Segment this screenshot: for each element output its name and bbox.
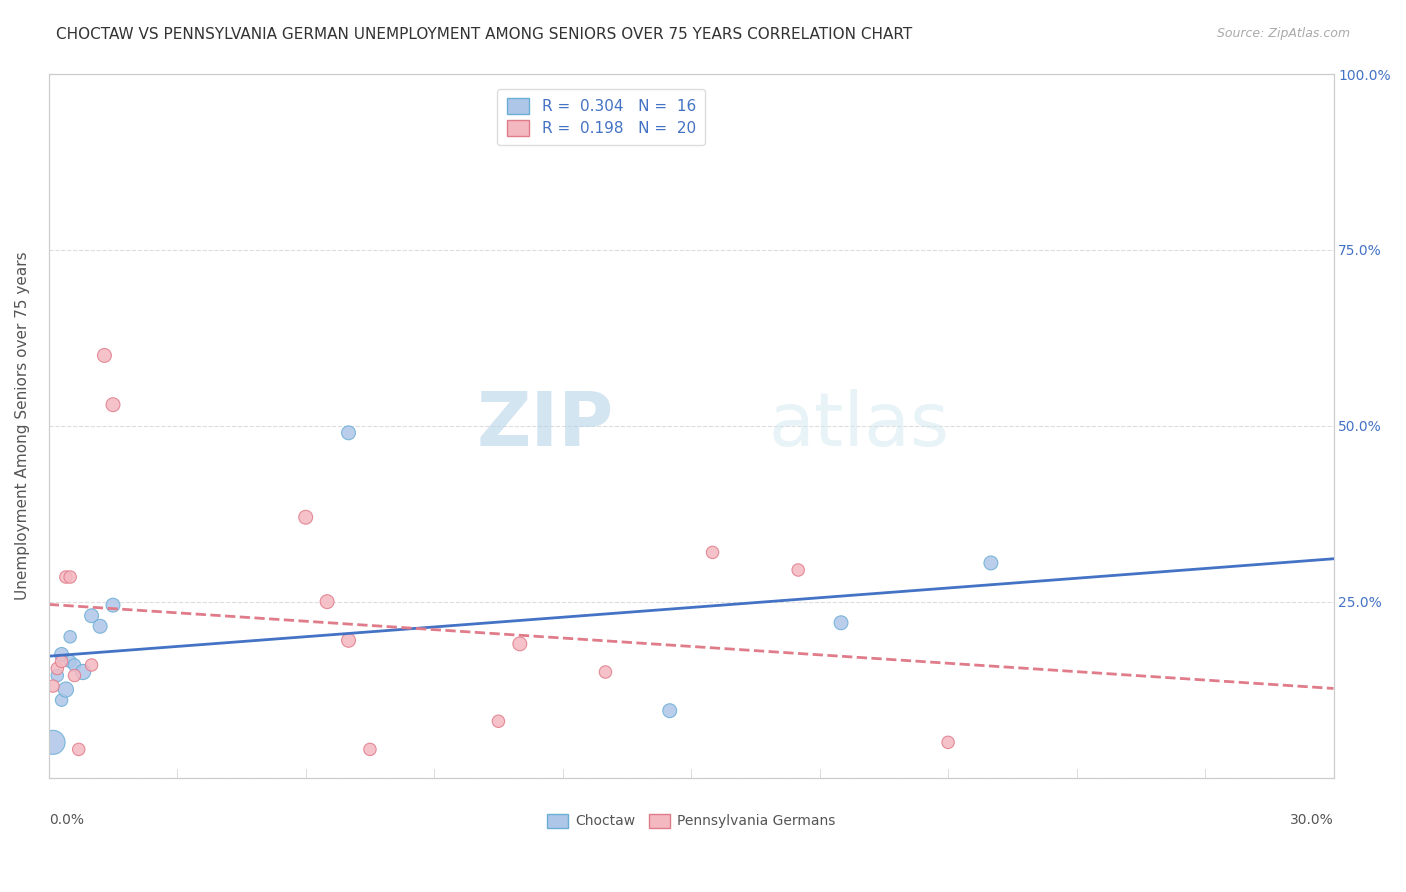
Text: Source: ZipAtlas.com: Source: ZipAtlas.com [1216,27,1350,40]
Point [59,570,82,584]
Point [55,570,77,584]
Text: ZIP: ZIP [477,389,614,462]
Text: 0.0%: 0.0% [49,813,84,827]
Point [55,682,77,697]
Point [67,742,90,756]
Point [72,665,94,679]
Point [51,693,73,707]
Point [830,615,852,630]
Point [359,742,381,756]
Point [936,735,959,749]
Point [702,545,724,559]
Point [42,679,65,693]
Point [59,655,82,669]
Point [89,619,111,633]
Text: 30.0%: 30.0% [1289,813,1333,827]
Point [51,648,73,662]
Point [787,563,810,577]
Point [63,668,86,682]
Text: CHOCTAW VS PENNSYLVANIA GERMAN UNEMPLOYMENT AMONG SENIORS OVER 75 YEARS CORRELAT: CHOCTAW VS PENNSYLVANIA GERMAN UNEMPLOYM… [56,27,912,42]
Point [42,735,65,749]
Point [101,598,124,612]
Point [80,608,103,623]
Point [980,556,1002,570]
Point [337,633,360,648]
Point [509,637,531,651]
Point [51,655,73,669]
Y-axis label: Unemployment Among Seniors over 75 years: Unemployment Among Seniors over 75 years [15,252,30,600]
Point [337,425,360,440]
Point [80,657,103,672]
Point [658,704,681,718]
Point [46,668,69,682]
Point [101,398,124,412]
Legend: Choctaw, Pennsylvania Germans: Choctaw, Pennsylvania Germans [541,808,841,834]
Point [63,657,86,672]
Point [46,661,69,675]
Point [294,510,316,524]
Point [59,630,82,644]
Point [316,594,339,608]
Point [93,348,115,362]
Point [486,714,509,729]
Text: atlas: atlas [768,389,949,462]
Point [595,665,617,679]
